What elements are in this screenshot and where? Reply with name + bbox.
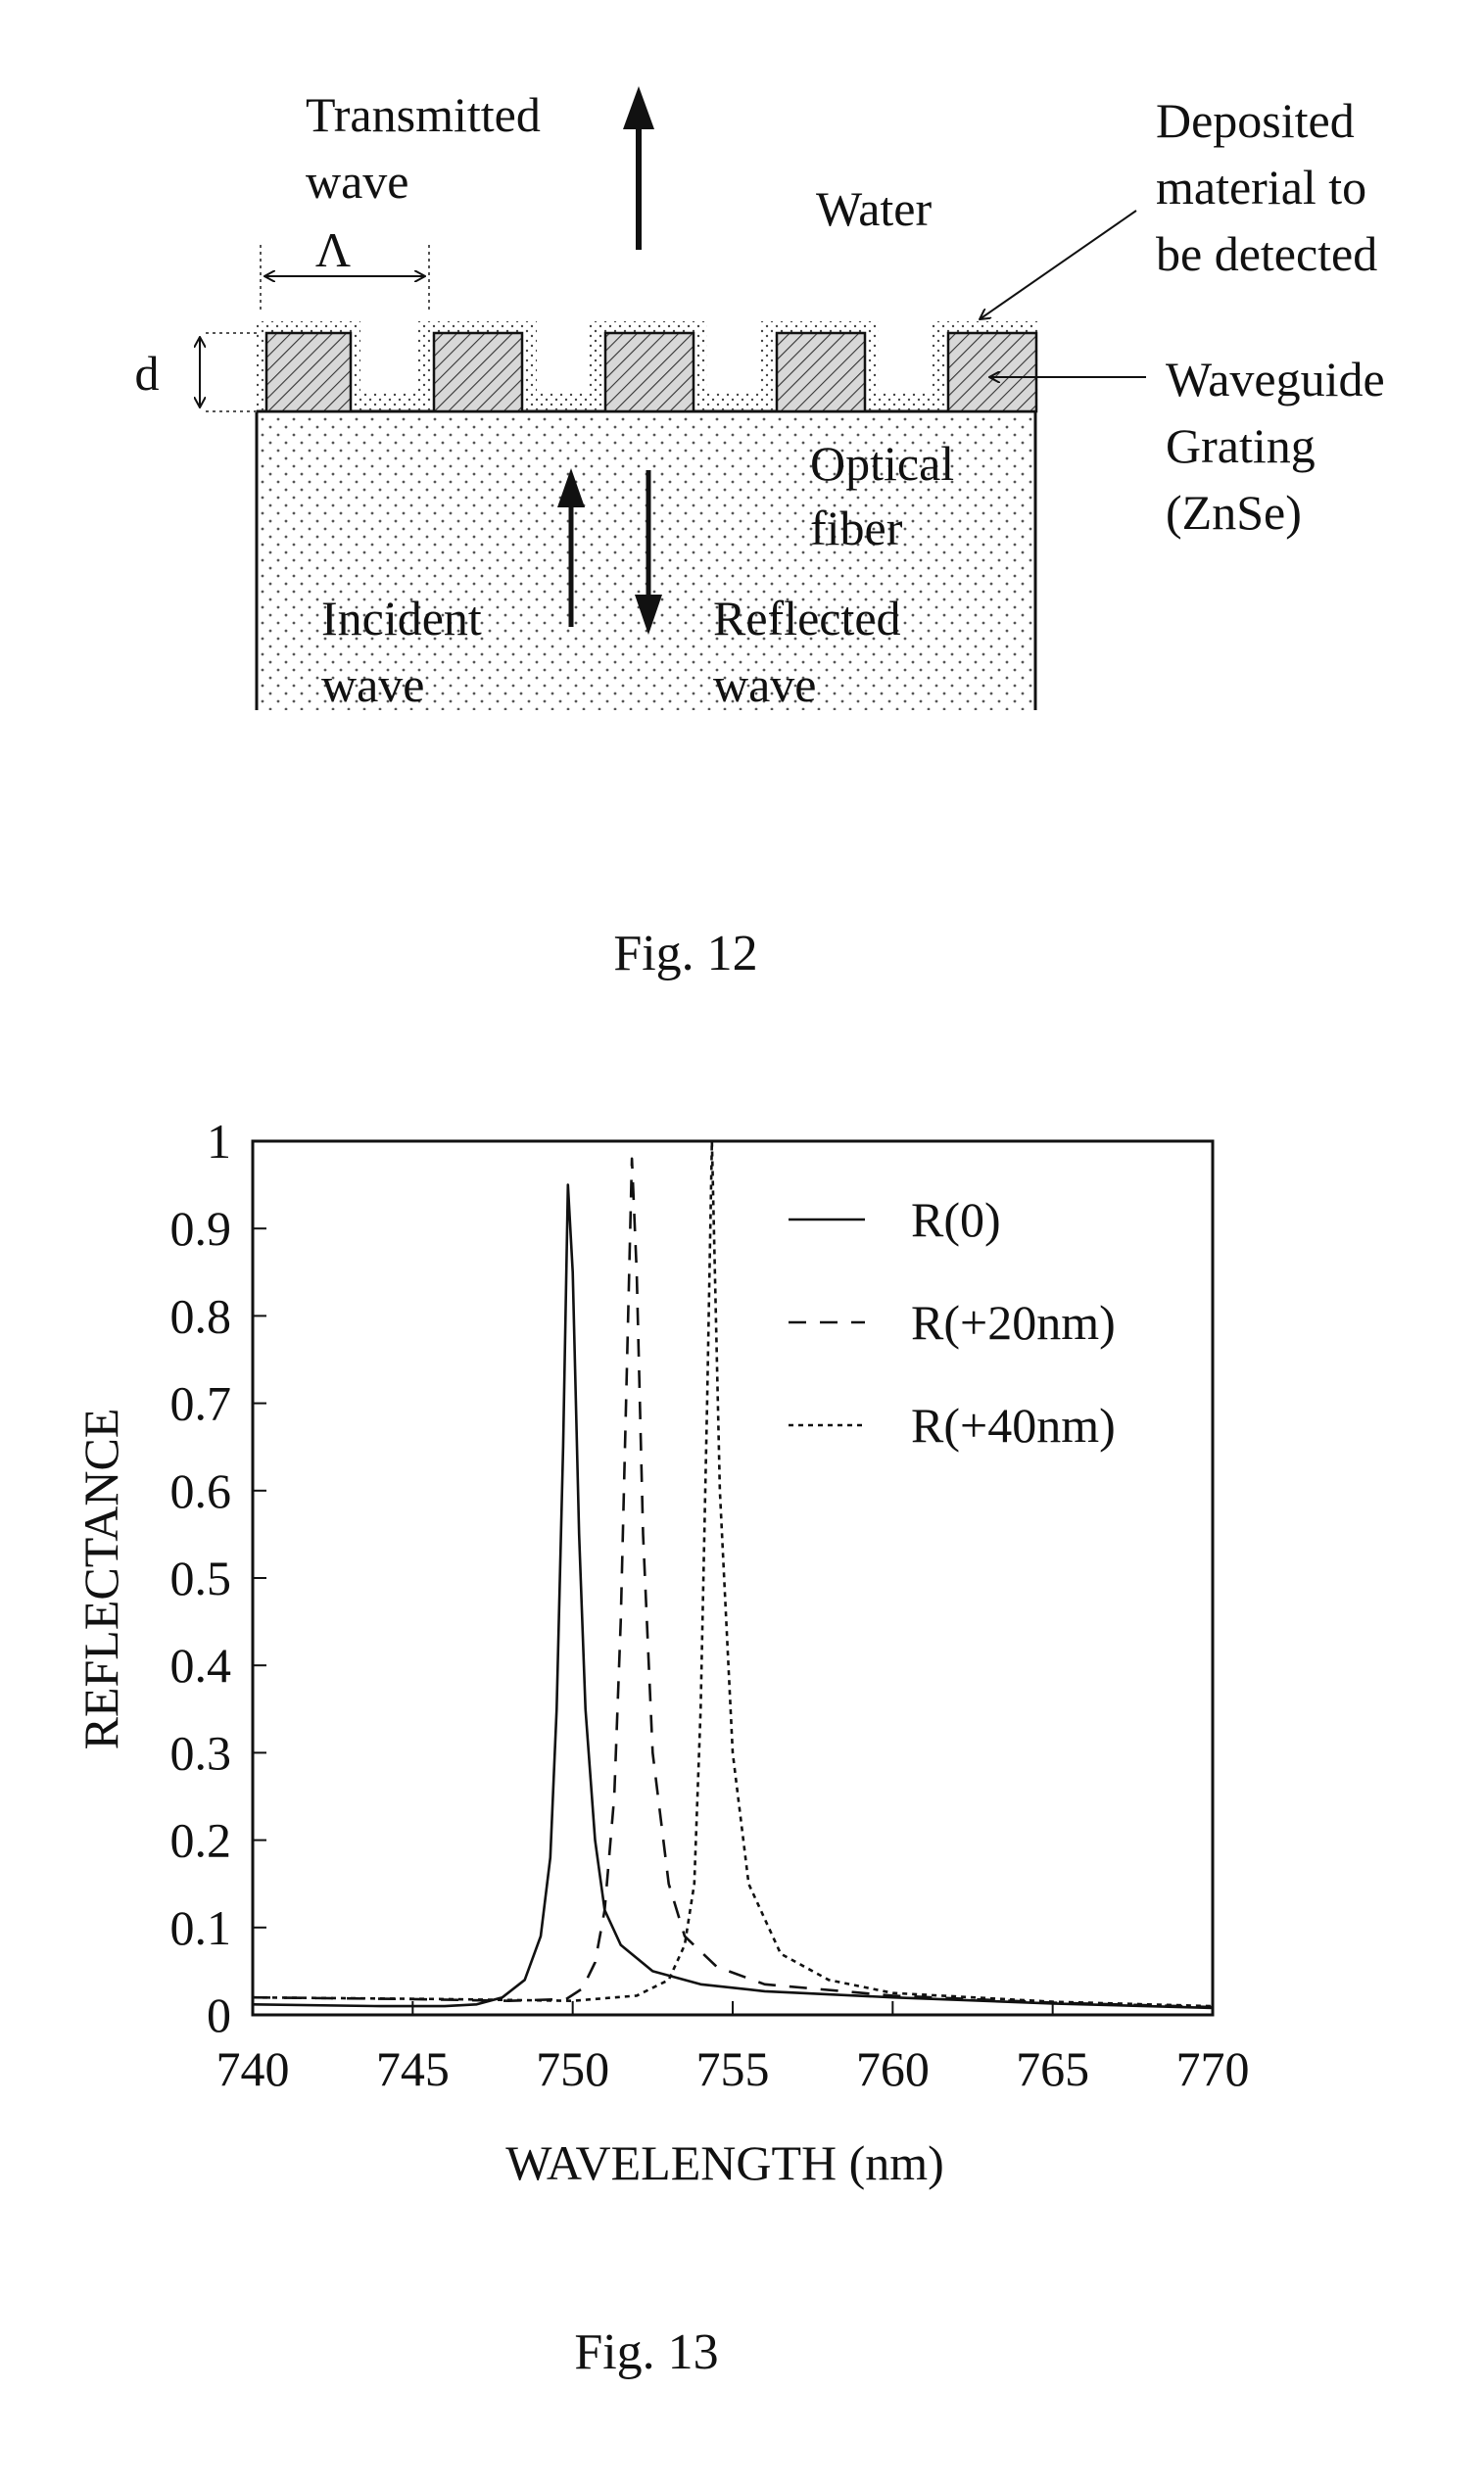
x-tick-label: 750 [536,2041,609,2096]
grating-tooth [948,333,1036,411]
incident-label-line1: Incident [321,591,482,646]
water-label: Water [816,181,932,236]
grating-tooth [266,333,351,411]
y-axis-label: REFLECTANCE [73,1409,128,1750]
y-tick-label: 0.9 [170,1201,232,1256]
y-tick-label: 0.7 [170,1376,232,1431]
grating-tooth [777,333,865,411]
legend-label-2: R(+40nm) [911,1398,1116,1453]
fig13-chart: 740 745 750 755 760 765 770 0 0.1 0.2 0.3 0.4 0.5 0.… [73,1114,1250,2190]
x-tick-label: 760 [856,2041,930,2096]
y-tick-label: 0.5 [170,1551,232,1605]
y-tick-label: 0.1 [170,1900,232,1955]
optical-label-line2: fiber [810,501,903,555]
legend: R(0) R(+20nm) R(+40nm) [789,1192,1116,1453]
fig13-caption: Fig. 13 [574,2324,718,2380]
reflected-label-line2: wave [713,657,817,712]
x-tick-label: 770 [1176,2041,1250,2096]
waveguide-label-line2: Grating [1166,418,1316,473]
y-tick-label: 1 [207,1114,231,1169]
d-label: d [135,346,160,401]
lambda-label: Λ [315,222,351,277]
x-axis-label: WAVELENGTH (nm) [505,2135,944,2190]
series-line-2 [253,1141,1213,2006]
incident-label-line2: wave [321,657,425,712]
series-lines [253,1141,1213,2008]
plot-frame [253,1141,1213,2015]
grating-tooth [434,333,522,411]
reflected-label-line1: Reflected [713,591,901,646]
transmitted-label-line2: wave [306,154,409,209]
fig12-caption: Fig. 12 [613,926,757,981]
deposited-label-line1: Deposited [1156,93,1355,148]
x-tick-label: 755 [696,2041,770,2096]
deposited-label-line3: be detected [1156,226,1377,281]
y-tick-label: 0.6 [170,1463,232,1518]
deposited-label-line2: material to [1156,160,1366,215]
legend-label-0: R(0) [911,1192,1001,1247]
x-tick-label: 745 [376,2041,450,2096]
fig12-diagram: Λ d Transmitted wave Water Deposited mat… [135,86,1385,712]
grating-tooth [605,333,694,411]
transmitted-arrowhead [623,86,654,129]
series-line-1 [253,1159,1213,2007]
deposited-leader [980,211,1136,319]
waveguide-label-line3: (ZnSe) [1166,485,1302,540]
transmitted-label-line1: Transmitted [306,87,541,142]
x-tick-label: 765 [1016,2041,1089,2096]
y-tick-label: 0 [207,1987,231,2042]
x-tick-label: 740 [216,2041,290,2096]
y-tick-label: 0.2 [170,1813,232,1868]
y-tick-label: 0.8 [170,1288,232,1343]
y-tick-label: 0.4 [170,1638,232,1693]
legend-label-1: R(+20nm) [911,1295,1116,1350]
waveguide-label-line1: Waveguide [1166,352,1385,407]
optical-label-line1: Optical [810,436,954,491]
y-tick-label: 0.3 [170,1725,232,1780]
